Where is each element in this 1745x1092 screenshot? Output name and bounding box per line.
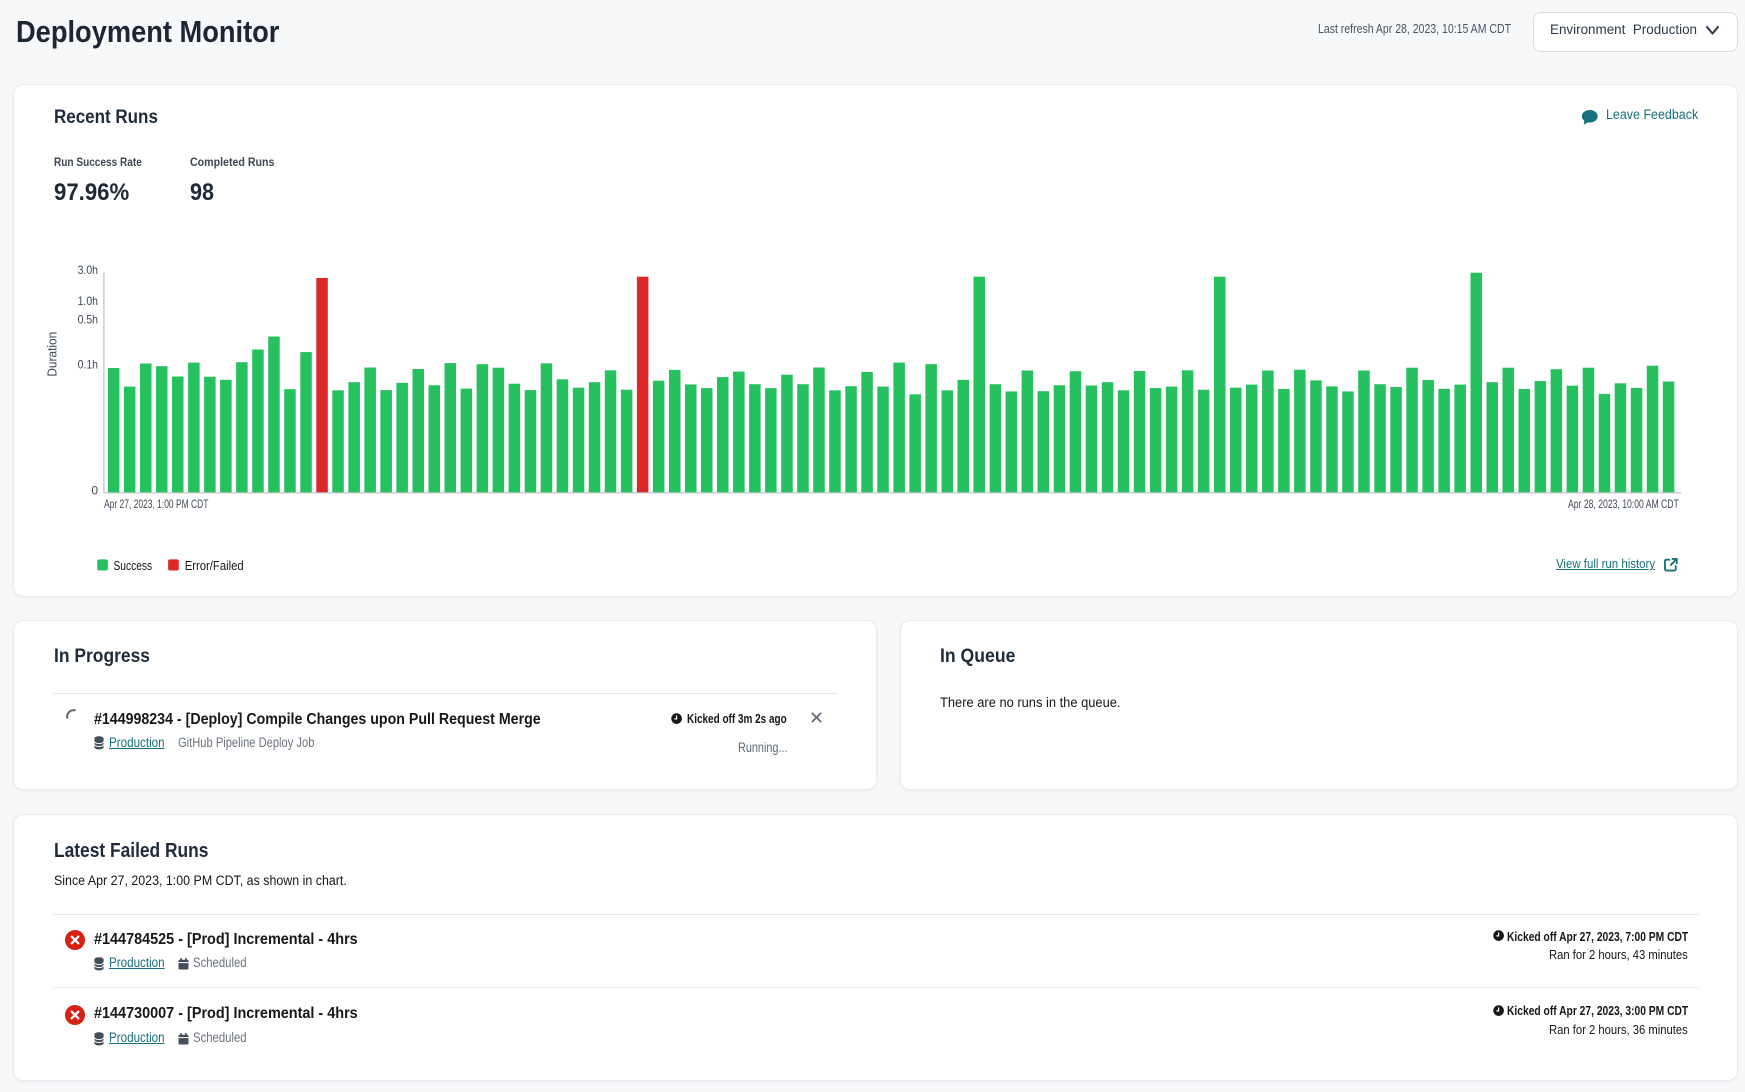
svg-text:Duration: Duration xyxy=(46,332,60,377)
svg-text:0: 0 xyxy=(91,483,98,497)
svg-text:Success: Success xyxy=(114,558,153,573)
svg-text:1.0h: 1.0h xyxy=(78,294,98,308)
svg-text:0.5h: 0.5h xyxy=(78,313,98,327)
svg-text:Error/Failed: Error/Failed xyxy=(185,558,244,573)
svg-text:Apr 28, 2023, 10:00 AM CDT: Apr 28, 2023, 10:00 AM CDT xyxy=(1568,497,1679,511)
svg-text:0.1h: 0.1h xyxy=(78,358,98,372)
svg-text:Apr 27, 2023, 1:00 PM CDT: Apr 27, 2023, 1:00 PM CDT xyxy=(104,497,209,511)
svg-text:3.0h: 3.0h xyxy=(78,263,98,277)
